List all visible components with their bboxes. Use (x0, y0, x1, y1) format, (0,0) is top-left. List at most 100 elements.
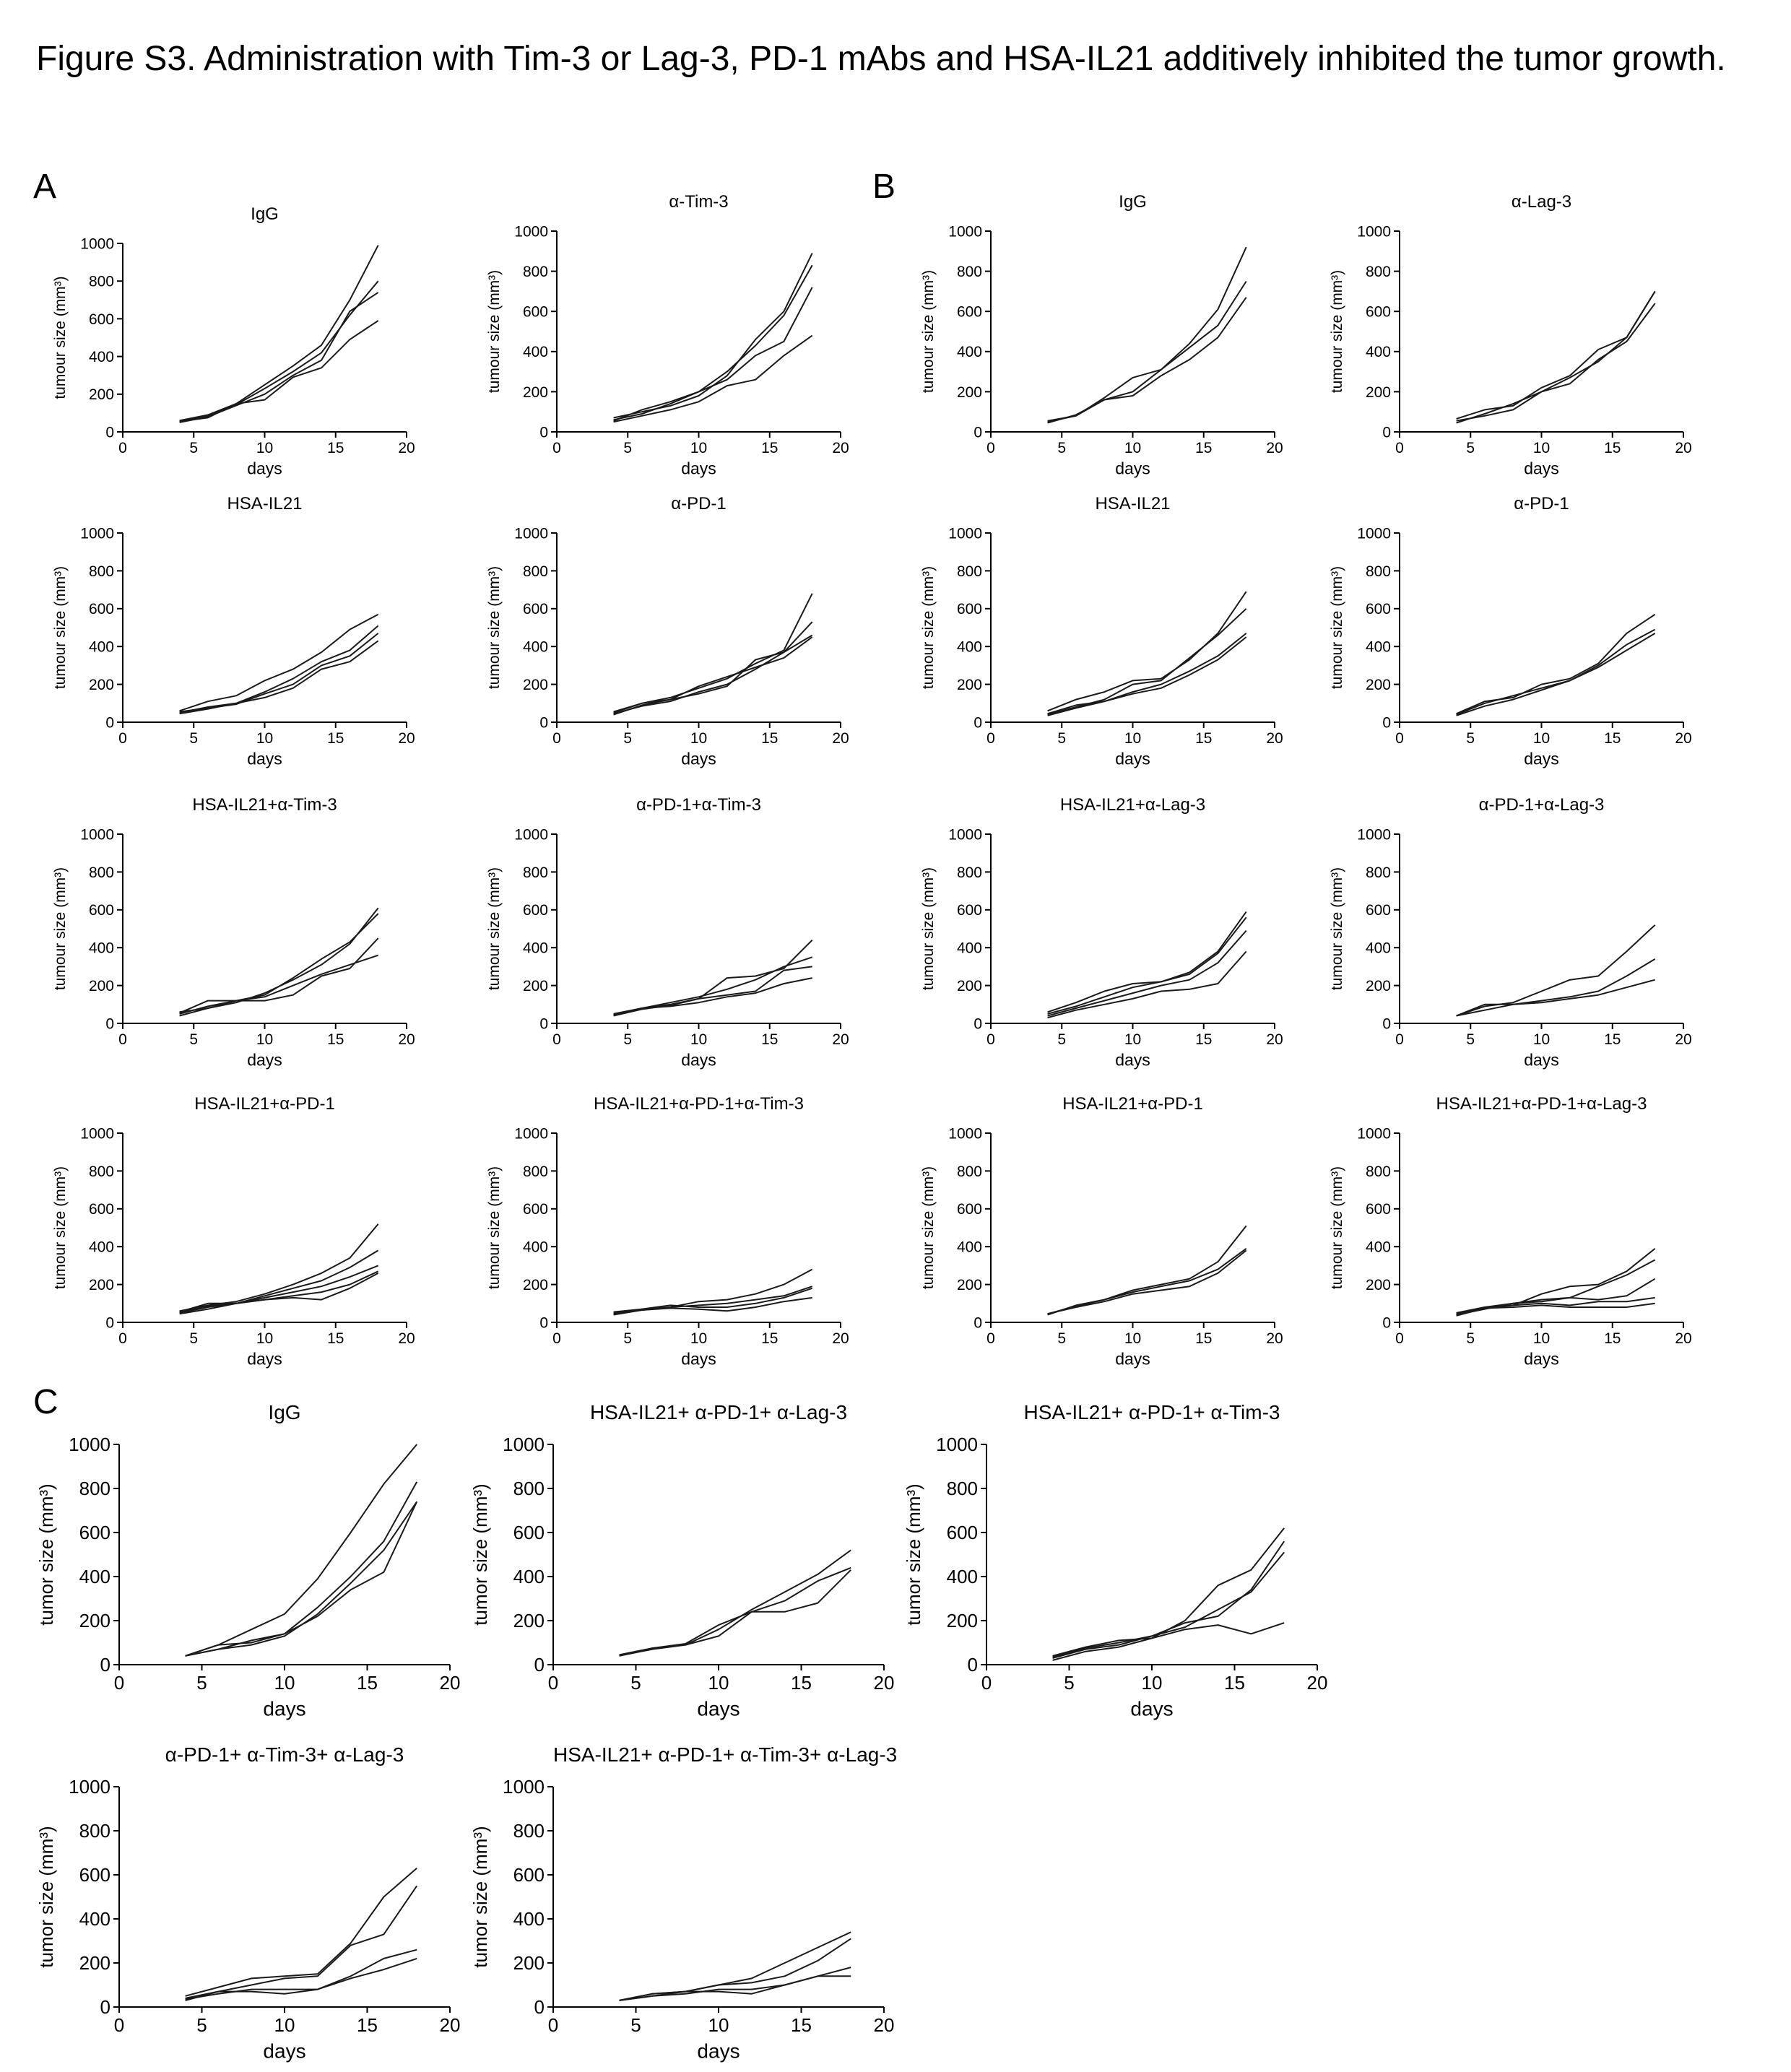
series-line-3 (1047, 929, 1247, 1017)
x-tick-label: 20 (398, 440, 415, 456)
x-tick-label: 15 (327, 440, 344, 456)
y-tick-label: 400 (513, 1908, 545, 1930)
series-line-2 (1047, 608, 1247, 716)
y-tick-label: 0 (973, 1015, 982, 1032)
chart-title: HSA-IL21+ α-PD-1+ α-Tim-3+ α-Lag-3 (553, 1743, 898, 1766)
x-axis-label: days (1115, 459, 1150, 477)
chart-title: HSA-IL21+α-Tim-3 (192, 795, 337, 815)
x-tick-label: 0 (548, 1672, 558, 1694)
series-line-1 (1047, 591, 1247, 712)
y-tick-label: 600 (89, 601, 114, 617)
x-tick-label: 15 (327, 1330, 344, 1347)
x-tick-label: 5 (623, 1031, 632, 1048)
x-tick-label: 0 (114, 1672, 124, 1694)
chart-svg: 0 200 400 600 800 1000 0 5 10 15 20 days tumour size… (52, 525, 415, 768)
series-line-2 (613, 621, 813, 716)
chart-svg: 0 200 400 600 800 1000 0 5 10 15 20 days tumour size… (920, 1125, 1283, 1368)
y-axis-label: tumour size (mm³) (1329, 566, 1345, 689)
x-tick-label: 0 (981, 1672, 992, 1694)
x-tick-label: 15 (791, 2014, 812, 2036)
y-axis-label: tumor size (mm³) (469, 1483, 491, 1625)
y-axis-label: tumor size (mm³) (469, 1826, 491, 1967)
series-line-4 (613, 977, 812, 1016)
y-tick-label: 200 (89, 1277, 114, 1293)
chart-title: HSA-IL21+ α-PD-1+ α-Tim-3 (1023, 1401, 1280, 1423)
chart-10: α-PD-1+α-Tim-3 0 200 400 600 800 1000 0 5 10 15 20 d… (463, 784, 862, 1088)
chart-svg: 0 200 400 600 800 1000 0 5 10 15 20 days tumour size… (52, 826, 415, 1069)
chart-svg: 0 200 400 600 800 1000 0 5 10 15 20 days tumour size… (52, 1125, 415, 1368)
y-tick-label: 800 (79, 1478, 110, 1499)
series-line-2 (1052, 1540, 1285, 1659)
chart-svg: 0 200 400 600 800 1000 0 5 10 15 20 days tumor size … (903, 1434, 1327, 1720)
chart-5: HSA-IL21 0 200 400 600 800 1000 0 5 10 15 20 days tum… (29, 482, 428, 787)
y-tick-label: 1000 (948, 223, 982, 240)
y-tick-label: 0 (1382, 714, 1391, 731)
x-tick-label: 0 (1395, 730, 1404, 747)
chart-1: IgG 0 200 400 600 800 1000 0 5 10 15 20 days tumour s… (29, 193, 428, 497)
x-tick-label: 0 (986, 1031, 995, 1048)
y-tick-label: 1000 (1357, 1125, 1391, 1142)
x-tick-label: 5 (630, 2014, 641, 2036)
x-axis-label: days (247, 1349, 282, 1368)
y-axis-label: tumour size (mm³) (1329, 1166, 1345, 1289)
y-tick-label: 0 (973, 424, 982, 441)
chart-svg: 0 200 400 600 800 1000 0 5 10 15 20 days tumour size… (1329, 223, 1692, 477)
chart-title: α-PD-1+α-Tim-3 (636, 795, 761, 815)
series-line-5 (1456, 1302, 1655, 1316)
x-tick-label: 5 (1057, 730, 1066, 747)
chart-title: α-PD-1+α-Lag-3 (1478, 795, 1605, 815)
y-axis-label: tumour size (mm³) (486, 566, 503, 689)
series-line-4 (1047, 950, 1247, 1019)
x-tick-label: 0 (552, 730, 561, 747)
chart-svg: 0 200 400 600 800 1000 0 5 10 15 20 days tumour size… (920, 525, 1283, 768)
series-line-4 (185, 1957, 417, 2001)
y-tick-label: 400 (523, 639, 548, 656)
y-tick-label: 800 (1366, 1163, 1391, 1180)
y-tick-label: 0 (105, 714, 114, 731)
x-tick-label: 0 (986, 1330, 995, 1347)
y-tick-label: 200 (523, 1277, 548, 1293)
x-tick-label: 5 (196, 1672, 207, 1694)
x-tick-label: 20 (1266, 730, 1283, 747)
series-line-3 (1047, 633, 1247, 715)
series-line-3 (179, 292, 379, 423)
x-tick-label: 5 (1466, 1031, 1475, 1048)
y-tick-label: 800 (957, 563, 982, 580)
x-tick-label: 10 (256, 440, 273, 456)
x-tick-label: 20 (398, 1330, 415, 1347)
x-tick-label: 20 (1266, 440, 1283, 456)
y-tick-label: 400 (89, 940, 114, 957)
series-line-1 (619, 1931, 851, 2001)
series-line-4 (613, 634, 813, 715)
series-line-1 (179, 1223, 379, 1312)
y-axis-label: tumor size (mm³) (903, 1483, 924, 1625)
panel-label-b: B (872, 168, 896, 206)
y-tick-label: 1000 (514, 223, 548, 240)
y-tick-label: 800 (79, 1820, 110, 1842)
x-tick-label: 15 (761, 440, 778, 456)
x-tick-label: 15 (357, 2014, 378, 2036)
chart-13: HSA-IL21+α-PD-1 0 200 400 600 800 1000 0 5 10 15 20… (29, 1083, 428, 1387)
series-line-2 (1456, 958, 1656, 1017)
y-tick-label: 800 (523, 563, 548, 580)
y-tick-label: 400 (957, 1239, 982, 1256)
y-tick-label: 800 (89, 864, 114, 881)
y-tick-label: 600 (513, 1522, 545, 1543)
x-axis-label: days (681, 1050, 716, 1069)
series-line-3 (185, 1949, 417, 2001)
x-tick-label: 10 (690, 1031, 707, 1048)
x-tick-label: 5 (623, 1330, 632, 1347)
y-axis-label: tumour size (mm³) (486, 270, 503, 393)
x-tick-label: 5 (623, 730, 632, 747)
chart-17: IgG 0 200 400 600 800 1000 0 5 10 15 20 days tumor si… (25, 1394, 472, 1730)
y-tick-label: 200 (957, 978, 982, 994)
x-tick-label: 15 (1604, 1031, 1621, 1048)
x-tick-label: 10 (708, 1672, 729, 1694)
series-line-4 (619, 1975, 851, 2001)
y-tick-label: 200 (947, 1610, 978, 1631)
y-tick-label: 1000 (948, 1125, 982, 1142)
y-axis-label: tumour size (mm³) (920, 270, 937, 393)
series-line-2 (613, 264, 813, 421)
x-tick-label: 20 (1675, 440, 1691, 456)
chart-svg: 0 200 400 600 800 1000 0 5 10 15 20 days tumour size… (920, 223, 1283, 477)
